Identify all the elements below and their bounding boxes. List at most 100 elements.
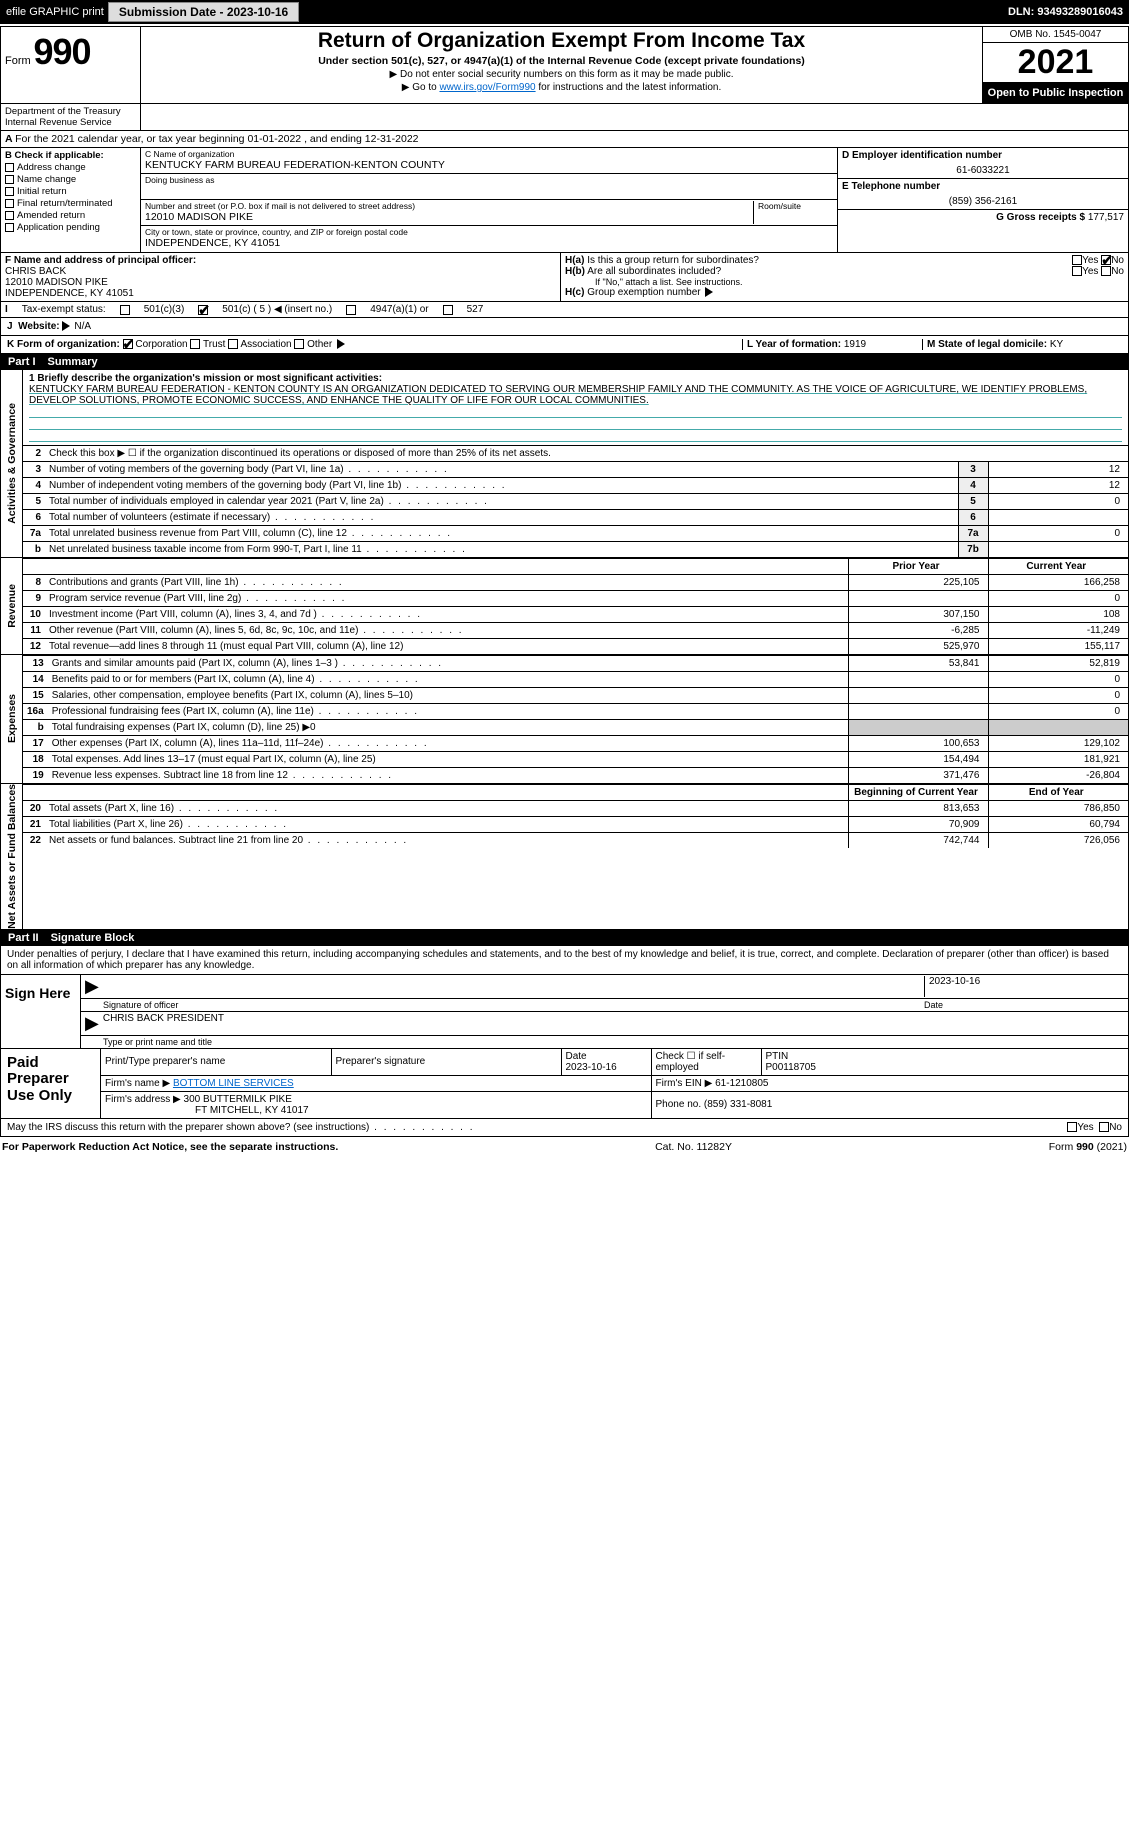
arrow-icon — [705, 287, 713, 297]
val-6 — [988, 510, 1128, 526]
part2-header: Part IISignature Block — [0, 930, 1129, 946]
firm-phone: (859) 331-8081 — [704, 1099, 772, 1110]
hb-yes[interactable] — [1072, 266, 1082, 276]
chk-501c3[interactable] — [120, 305, 130, 315]
paid-preparer-label: Paid Preparer Use Only — [1, 1049, 101, 1118]
officer-addr1: 12010 MADISON PIKE — [5, 277, 556, 288]
paid-preparer-block: Paid Preparer Use Only Print/Type prepar… — [0, 1049, 1129, 1119]
state-domicile: KY — [1050, 339, 1063, 350]
header-right: OMB No. 1545-0047 2021 Open to Public In… — [983, 27, 1128, 103]
irs-link[interactable]: www.irs.gov/Form990 — [439, 82, 535, 93]
sign-here-label: Sign Here — [1, 975, 81, 1048]
tax-year: 2021 — [983, 43, 1128, 83]
ssn-note: ▶ Do not enter social security numbers o… — [147, 69, 976, 80]
vlabel-governance: Activities & Governance — [1, 370, 23, 557]
mission-block: 1 Briefly describe the organization's mi… — [23, 370, 1128, 445]
d-label: D Employer identification number — [842, 150, 1124, 161]
chk-initial-return[interactable]: Initial return — [5, 186, 136, 197]
netassets-section: Net Assets or Fund Balances Beginning of… — [0, 784, 1129, 930]
ha-row: H(a) Is this a group return for subordin… — [565, 255, 1124, 266]
table-row: 9Program service revenue (Part VIII, lin… — [23, 591, 1128, 607]
chk-trust[interactable] — [190, 339, 200, 349]
activities-governance: Activities & Governance 1 Briefly descri… — [0, 370, 1129, 558]
chk-other[interactable] — [294, 339, 304, 349]
street-address: 12010 MADISON PIKE — [145, 211, 753, 223]
e-label: E Telephone number — [842, 181, 1124, 192]
ha-yes[interactable] — [1072, 255, 1082, 265]
c-name-label: C Name of organization — [145, 149, 833, 159]
chk-amended-return[interactable]: Amended return — [5, 210, 136, 221]
header-block-bcd: B Check if applicable: Address change Na… — [0, 148, 1129, 253]
table-row: 18Total expenses. Add lines 13–17 (must … — [23, 752, 1128, 768]
part1-header: Part ISummary — [0, 354, 1129, 370]
paperwork-notice: For Paperwork Reduction Act Notice, see … — [2, 1141, 338, 1153]
vlabel-netassets: Net Assets or Fund Balances — [1, 784, 23, 929]
ha-no[interactable] — [1101, 255, 1111, 265]
val-5: 0 — [988, 494, 1128, 510]
dba-label: Doing business as — [145, 175, 833, 185]
section-j: J Website: N/A — [0, 318, 1129, 336]
irs-no[interactable] — [1099, 1122, 1109, 1132]
sign-here-block: Sign Here ▶ 2023-10-16 Signature of offi… — [0, 975, 1129, 1049]
chk-4947[interactable] — [346, 305, 356, 315]
firm-name-link[interactable]: BOTTOM LINE SERVICES — [173, 1078, 294, 1089]
table-row: 20Total assets (Part X, line 16)813,6537… — [23, 801, 1128, 817]
g-label: G Gross receipts $ — [996, 212, 1085, 223]
chk-assoc[interactable] — [228, 339, 238, 349]
table-row: 13Grants and similar amounts paid (Part … — [23, 656, 1128, 672]
submission-date-button[interactable]: Submission Date - 2023-10-16 — [108, 2, 299, 22]
chk-527[interactable] — [443, 305, 453, 315]
city-state-zip: INDEPENDENCE, KY 41051 — [145, 237, 833, 249]
form-title-cell: Return of Organization Exempt From Incom… — [141, 27, 983, 103]
arrow-icon: ▶ — [85, 976, 99, 997]
mission-text: KENTUCKY FARM BUREAU FEDERATION - KENTON… — [29, 384, 1122, 406]
form-header: Form 990 Return of Organization Exempt F… — [0, 26, 1129, 104]
table-row: 14Benefits paid to or for members (Part … — [23, 672, 1128, 688]
firm-ein: 61-1210805 — [715, 1078, 768, 1089]
table-row: 15Salaries, other compensation, employee… — [23, 688, 1128, 704]
hb-no[interactable] — [1101, 266, 1111, 276]
prep-sig-label: Preparer's signature — [331, 1049, 561, 1076]
table-row: 17Other expenses (Part IX, column (A), l… — [23, 736, 1128, 752]
gross-receipts: 177,517 — [1088, 212, 1124, 223]
netassets-table: Beginning of Current YearEnd of Year 20T… — [23, 784, 1128, 848]
table-row: bTotal fundraising expenses (Part IX, co… — [23, 720, 1128, 736]
irs-yes[interactable] — [1067, 1122, 1077, 1132]
chk-address-change[interactable]: Address change — [5, 162, 136, 173]
form-number-cell: Form 990 — [1, 27, 141, 103]
prep-name-label: Print/Type preparer's name — [101, 1049, 331, 1076]
chk-final-return[interactable]: Final return/terminated — [5, 198, 136, 209]
form-title: Return of Organization Exempt From Incom… — [147, 29, 976, 53]
form-footer: Form 990 (2021) — [1049, 1141, 1127, 1153]
prep-date: 2023-10-16 — [566, 1062, 617, 1073]
f-label: F Name and address of principal officer: — [5, 255, 556, 266]
arrow-icon — [337, 339, 345, 349]
chk-corp[interactable] — [123, 339, 133, 349]
i-label: Tax-exempt status: — [22, 304, 106, 315]
website-value: N/A — [74, 321, 91, 332]
vlabel-expenses: Expenses — [1, 655, 23, 783]
section-b: B Check if applicable: Address change Na… — [1, 148, 141, 252]
section-klm: K Form of organization: Corporation Trus… — [0, 336, 1129, 354]
hb-row: H(b) Are all subordinates included? Yes … — [565, 266, 1124, 277]
table-row: 19Revenue less expenses. Subtract line 1… — [23, 768, 1128, 784]
table-row: 11Other revenue (Part VIII, column (A), … — [23, 623, 1128, 639]
officer-name: CHRIS BACK — [5, 266, 556, 277]
table-row: 21Total liabilities (Part X, line 26)70,… — [23, 817, 1128, 833]
omb-number: OMB No. 1545-0047 — [983, 27, 1128, 43]
dln-label: DLN: 93493289016043 — [1008, 6, 1123, 18]
table-row: 8Contributions and grants (Part VIII, li… — [23, 575, 1128, 591]
dept-treasury: Department of the Treasury Internal Reve… — [1, 104, 141, 130]
room-label: Room/suite — [758, 201, 833, 211]
chk-application-pending[interactable]: Application pending — [5, 222, 136, 233]
expenses-table: 13Grants and similar amounts paid (Part … — [23, 655, 1128, 783]
goto-note: ▶ Go to www.irs.gov/Form990 for instruct… — [147, 82, 976, 93]
ein-value: 61-6033221 — [842, 165, 1124, 176]
self-employed-check[interactable]: Check ☐ if self-employed — [651, 1049, 761, 1076]
page-footer: For Paperwork Reduction Act Notice, see … — [0, 1137, 1129, 1157]
vlabel-revenue: Revenue — [1, 558, 23, 654]
hc-row: H(c) Group exemption number — [565, 287, 1124, 298]
chk-501c[interactable] — [198, 305, 208, 315]
officer-signed-name: CHRIS BACK PRESIDENT — [103, 1013, 1124, 1034]
chk-name-change[interactable]: Name change — [5, 174, 136, 185]
